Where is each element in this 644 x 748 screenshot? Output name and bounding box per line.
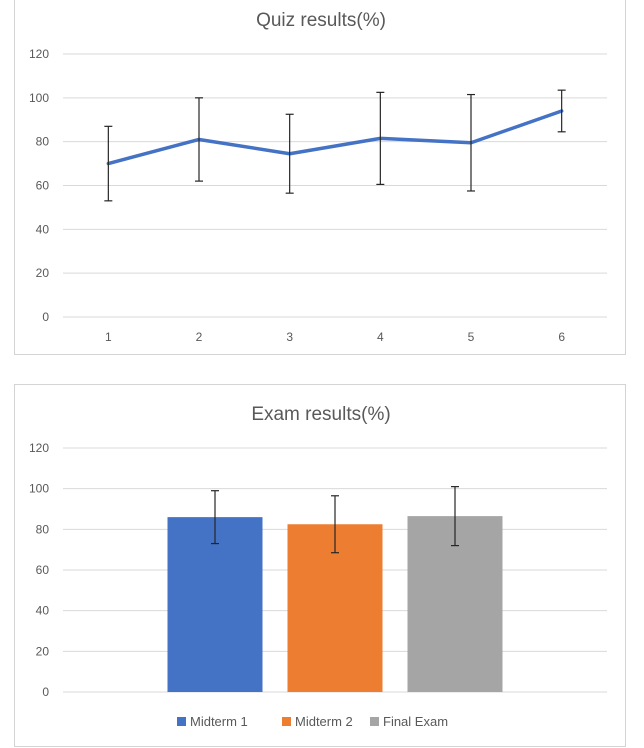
y-tick-label: 80 bbox=[36, 135, 50, 149]
y-tick-label: 60 bbox=[36, 179, 50, 193]
legend-item: Midterm 2 bbox=[282, 714, 353, 729]
chart-title: Quiz results(%) bbox=[256, 10, 386, 31]
legend-item: Final Exam bbox=[370, 714, 448, 729]
legend-swatch bbox=[282, 717, 291, 726]
quiz-chart-svg: Quiz results(%) 0 20 40 60 80 100 120 1 2 3 4 5 6 bbox=[15, 0, 627, 356]
y-tick-label: 0 bbox=[42, 685, 49, 699]
y-tick-label: 120 bbox=[29, 441, 49, 455]
y-tick-label: 100 bbox=[29, 482, 49, 496]
exam-chart-svg: Exam results(%) 0 20 40 60 80 100 120 Midterm 1… bbox=[15, 385, 627, 748]
x-tick-label: 3 bbox=[286, 330, 293, 344]
y-tick-label: 100 bbox=[29, 91, 49, 105]
y-tick-label: 0 bbox=[42, 310, 49, 324]
x-tick-label: 1 bbox=[105, 330, 112, 344]
series-line bbox=[108, 111, 561, 164]
y-tick-label: 20 bbox=[36, 644, 50, 658]
quiz-results-chart: Quiz results(%) 0 20 40 60 80 100 120 1 2 3 4 5 6 bbox=[14, 0, 626, 355]
legend-item: Midterm 1 bbox=[177, 714, 248, 729]
exam-results-chart: Exam results(%) 0 20 40 60 80 100 120 Midterm 1… bbox=[14, 384, 626, 747]
legend-label: Midterm 2 bbox=[295, 714, 353, 729]
y-tick-label: 40 bbox=[36, 222, 50, 236]
x-tick-label: 5 bbox=[468, 330, 475, 344]
legend-swatch bbox=[177, 717, 186, 726]
legend-label: Midterm 1 bbox=[190, 714, 248, 729]
x-tick-label: 6 bbox=[558, 330, 565, 344]
y-tick-label: 80 bbox=[36, 522, 50, 536]
y-tick-label: 20 bbox=[36, 266, 50, 280]
legend: Midterm 1 Midterm 2 Final Exam bbox=[177, 714, 448, 729]
legend-label: Final Exam bbox=[383, 714, 448, 729]
x-tick-label: 4 bbox=[377, 330, 384, 344]
chart-title: Exam results(%) bbox=[251, 404, 390, 425]
y-tick-label: 40 bbox=[36, 604, 50, 618]
y-tick-label: 60 bbox=[36, 563, 50, 577]
legend-swatch bbox=[370, 717, 379, 726]
x-tick-label: 2 bbox=[196, 330, 203, 344]
y-tick-label: 120 bbox=[29, 47, 49, 61]
